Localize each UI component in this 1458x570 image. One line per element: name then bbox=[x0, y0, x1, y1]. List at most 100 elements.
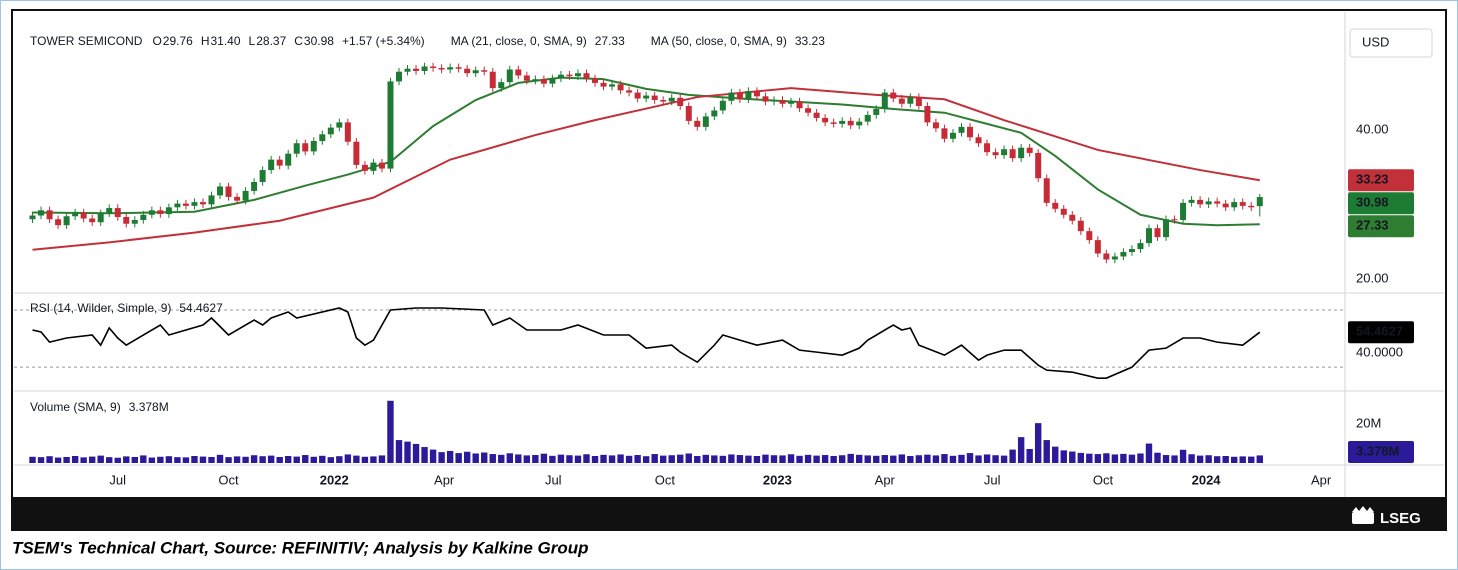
candle-body bbox=[208, 195, 215, 205]
volume-bar bbox=[1239, 456, 1246, 463]
legend-label: RSI (14, Wilder, Simple, 9) bbox=[30, 301, 171, 315]
legend-value: 33.23 bbox=[795, 34, 825, 48]
volume-bar bbox=[489, 454, 496, 463]
candle-body bbox=[643, 95, 650, 99]
volume-bar bbox=[898, 454, 906, 463]
candle-body bbox=[506, 69, 513, 83]
volume-bar bbox=[532, 455, 539, 463]
candle-body bbox=[626, 90, 633, 93]
volume-bar bbox=[327, 457, 335, 463]
volume-bar bbox=[642, 456, 650, 463]
volume-bar bbox=[1162, 455, 1170, 463]
volume-bar bbox=[1094, 454, 1102, 463]
volume-bar bbox=[97, 455, 104, 463]
candle-body bbox=[242, 190, 249, 201]
currency-box[interactable] bbox=[1349, 28, 1433, 58]
candle-body bbox=[430, 66, 437, 68]
candle-body bbox=[1035, 152, 1042, 179]
volume-bar bbox=[438, 452, 445, 463]
candle-body bbox=[745, 91, 752, 100]
volume-bar bbox=[1026, 449, 1033, 463]
candle-body bbox=[413, 68, 420, 71]
volume-bar bbox=[1231, 456, 1238, 463]
candle-body bbox=[157, 210, 164, 215]
candle-body bbox=[259, 170, 266, 182]
ohlc-label: C bbox=[294, 34, 303, 48]
candle-body bbox=[489, 71, 496, 89]
volume-bar bbox=[71, 456, 79, 463]
ohlc-value: 30.98 bbox=[304, 34, 334, 48]
candle-body bbox=[293, 143, 300, 154]
candle-body bbox=[822, 117, 829, 123]
candle-body bbox=[46, 210, 53, 220]
candle-body bbox=[609, 84, 616, 87]
candle-body bbox=[1009, 149, 1016, 159]
lseg-icon bbox=[1352, 506, 1374, 524]
volume-bar bbox=[856, 454, 863, 463]
candle-body bbox=[890, 92, 897, 99]
volume-bar bbox=[770, 455, 778, 463]
volume-bar bbox=[677, 454, 684, 463]
volume-bar bbox=[515, 454, 522, 463]
candle-body bbox=[1137, 243, 1144, 250]
candle-body bbox=[736, 92, 743, 100]
volume-bar bbox=[1017, 437, 1025, 463]
volume-bar bbox=[924, 454, 931, 463]
legend-label: MA (21, close, 0, SMA, 9) bbox=[451, 34, 587, 48]
candle-body bbox=[131, 219, 138, 224]
volume-bar bbox=[966, 453, 974, 463]
volume-bar bbox=[958, 454, 965, 463]
volume-bar bbox=[847, 453, 854, 463]
volume-bar bbox=[182, 457, 190, 463]
volume-bar bbox=[421, 447, 428, 463]
candle-body bbox=[165, 207, 172, 215]
ohlc-value: 29.76 bbox=[163, 34, 193, 48]
volume-bar bbox=[463, 451, 471, 463]
candle-body bbox=[617, 84, 624, 91]
volume-bar bbox=[46, 456, 53, 463]
volume-bar bbox=[557, 454, 565, 463]
candle-body bbox=[839, 120, 846, 124]
candle-body bbox=[668, 97, 675, 102]
candle-body bbox=[1001, 149, 1008, 156]
volume-bar bbox=[813, 455, 820, 463]
volume-bar bbox=[1137, 453, 1144, 463]
candle-body bbox=[796, 101, 803, 109]
candle-body bbox=[1094, 240, 1101, 254]
volume-bar bbox=[199, 456, 207, 463]
candle-body bbox=[251, 181, 258, 191]
volume-bar bbox=[242, 456, 249, 463]
volume-bar bbox=[1120, 453, 1127, 463]
volume-bar bbox=[1034, 423, 1042, 463]
candle-body bbox=[302, 143, 309, 152]
candle-body bbox=[660, 100, 667, 102]
candle-body bbox=[276, 159, 283, 166]
volume-bar bbox=[574, 455, 582, 463]
candle-body bbox=[387, 81, 394, 169]
volume-bar bbox=[1103, 453, 1110, 463]
volume-bar bbox=[736, 455, 744, 463]
volume-bar bbox=[617, 454, 624, 463]
candle-body bbox=[182, 203, 189, 206]
x-tick-label: Jul bbox=[984, 472, 1001, 487]
change-label: +1.57 (+5.34%) bbox=[342, 34, 425, 48]
volume-bar bbox=[259, 456, 266, 463]
volume-bar bbox=[838, 455, 846, 463]
candle-body bbox=[199, 202, 206, 205]
brand: LSEG bbox=[1380, 510, 1421, 527]
volume-bar bbox=[983, 454, 991, 463]
candle-body bbox=[481, 70, 488, 72]
ohlc-value: 28.37 bbox=[256, 34, 286, 48]
candle-body bbox=[1111, 256, 1118, 260]
candle-body bbox=[941, 128, 948, 139]
price-tag-label: 54.4627 bbox=[1356, 324, 1403, 339]
volume-bar bbox=[395, 440, 403, 463]
candle-body bbox=[651, 95, 658, 101]
candle-body bbox=[1239, 202, 1246, 206]
candle-body bbox=[856, 121, 863, 126]
ohlc-label: O bbox=[152, 34, 161, 48]
volume-bar bbox=[1128, 454, 1136, 463]
candle-body bbox=[148, 210, 155, 215]
candle-body bbox=[438, 67, 445, 70]
volume-bar bbox=[498, 454, 505, 463]
